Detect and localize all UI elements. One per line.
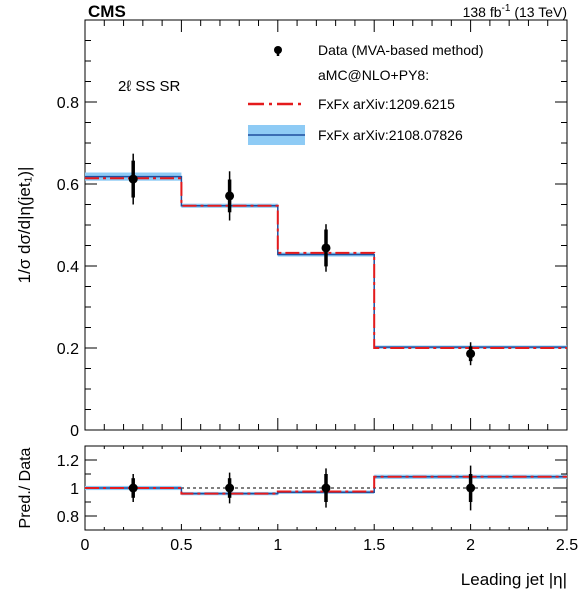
- data-point: [225, 191, 235, 201]
- y-tick-label: 0.8: [57, 95, 79, 112]
- x-tick-label: 1: [273, 537, 282, 554]
- lumi-label: 138 fb-1 (13 TeV): [463, 3, 567, 20]
- y-tick-label: 0: [70, 423, 79, 440]
- x-tick-label: 2: [466, 537, 475, 554]
- y-tick-label: 0.2: [57, 341, 79, 358]
- x-axis-title: Leading jet |η|: [461, 570, 567, 589]
- y-tick-label: 0.6: [57, 177, 79, 194]
- y-tick-label: 0.8: [57, 509, 79, 526]
- legend: Data (MVA-based method) aMC@NLO+PY8: FxF…: [248, 42, 483, 145]
- x-tick-label: 0: [81, 537, 90, 554]
- x-tick-label: 1.5: [363, 537, 385, 554]
- main-y-axis-title: 1/σ dσ/d|η(jet₁)|: [15, 167, 34, 284]
- legend-entry-fxfx-2021: FxFx arXiv:2108.07826: [318, 127, 463, 143]
- ratio-y-axis-title: Pred./ Data: [17, 447, 34, 528]
- main-panel: 0 0.2 0.4 0.6 0.8: [57, 19, 568, 440]
- data-point: [225, 483, 235, 493]
- data-point: [321, 483, 331, 493]
- legend-entry-data: Data (MVA-based method): [318, 42, 483, 58]
- experiment-label: CMS: [88, 2, 126, 21]
- legend-entry-fxfx-2012: FxFx arXiv:1209.6215: [318, 96, 455, 112]
- x-tick-label: 2.5: [556, 537, 578, 554]
- data-point: [466, 349, 476, 359]
- fxfx-2012-step-line: [85, 475, 567, 495]
- y-tick-label: 1: [70, 481, 79, 498]
- legend-data-marker: [274, 46, 282, 54]
- legend-entry-generator: aMC@NLO+PY8:: [318, 67, 429, 83]
- y-tick-label: 0.4: [57, 259, 79, 276]
- y-tick-label: 1.2: [57, 453, 79, 470]
- data-point: [128, 174, 138, 184]
- fxfx-2012-step-line: [85, 177, 567, 349]
- data-point: [466, 483, 476, 493]
- region-label: 2ℓ SS SR: [118, 78, 181, 95]
- x-tick-label: 0.5: [170, 537, 192, 554]
- ratio-panel: 0.8 1 1.2 0 0.5 1 1.5 2 2.5: [57, 445, 578, 554]
- data-point: [321, 243, 331, 253]
- data-point: [128, 483, 138, 493]
